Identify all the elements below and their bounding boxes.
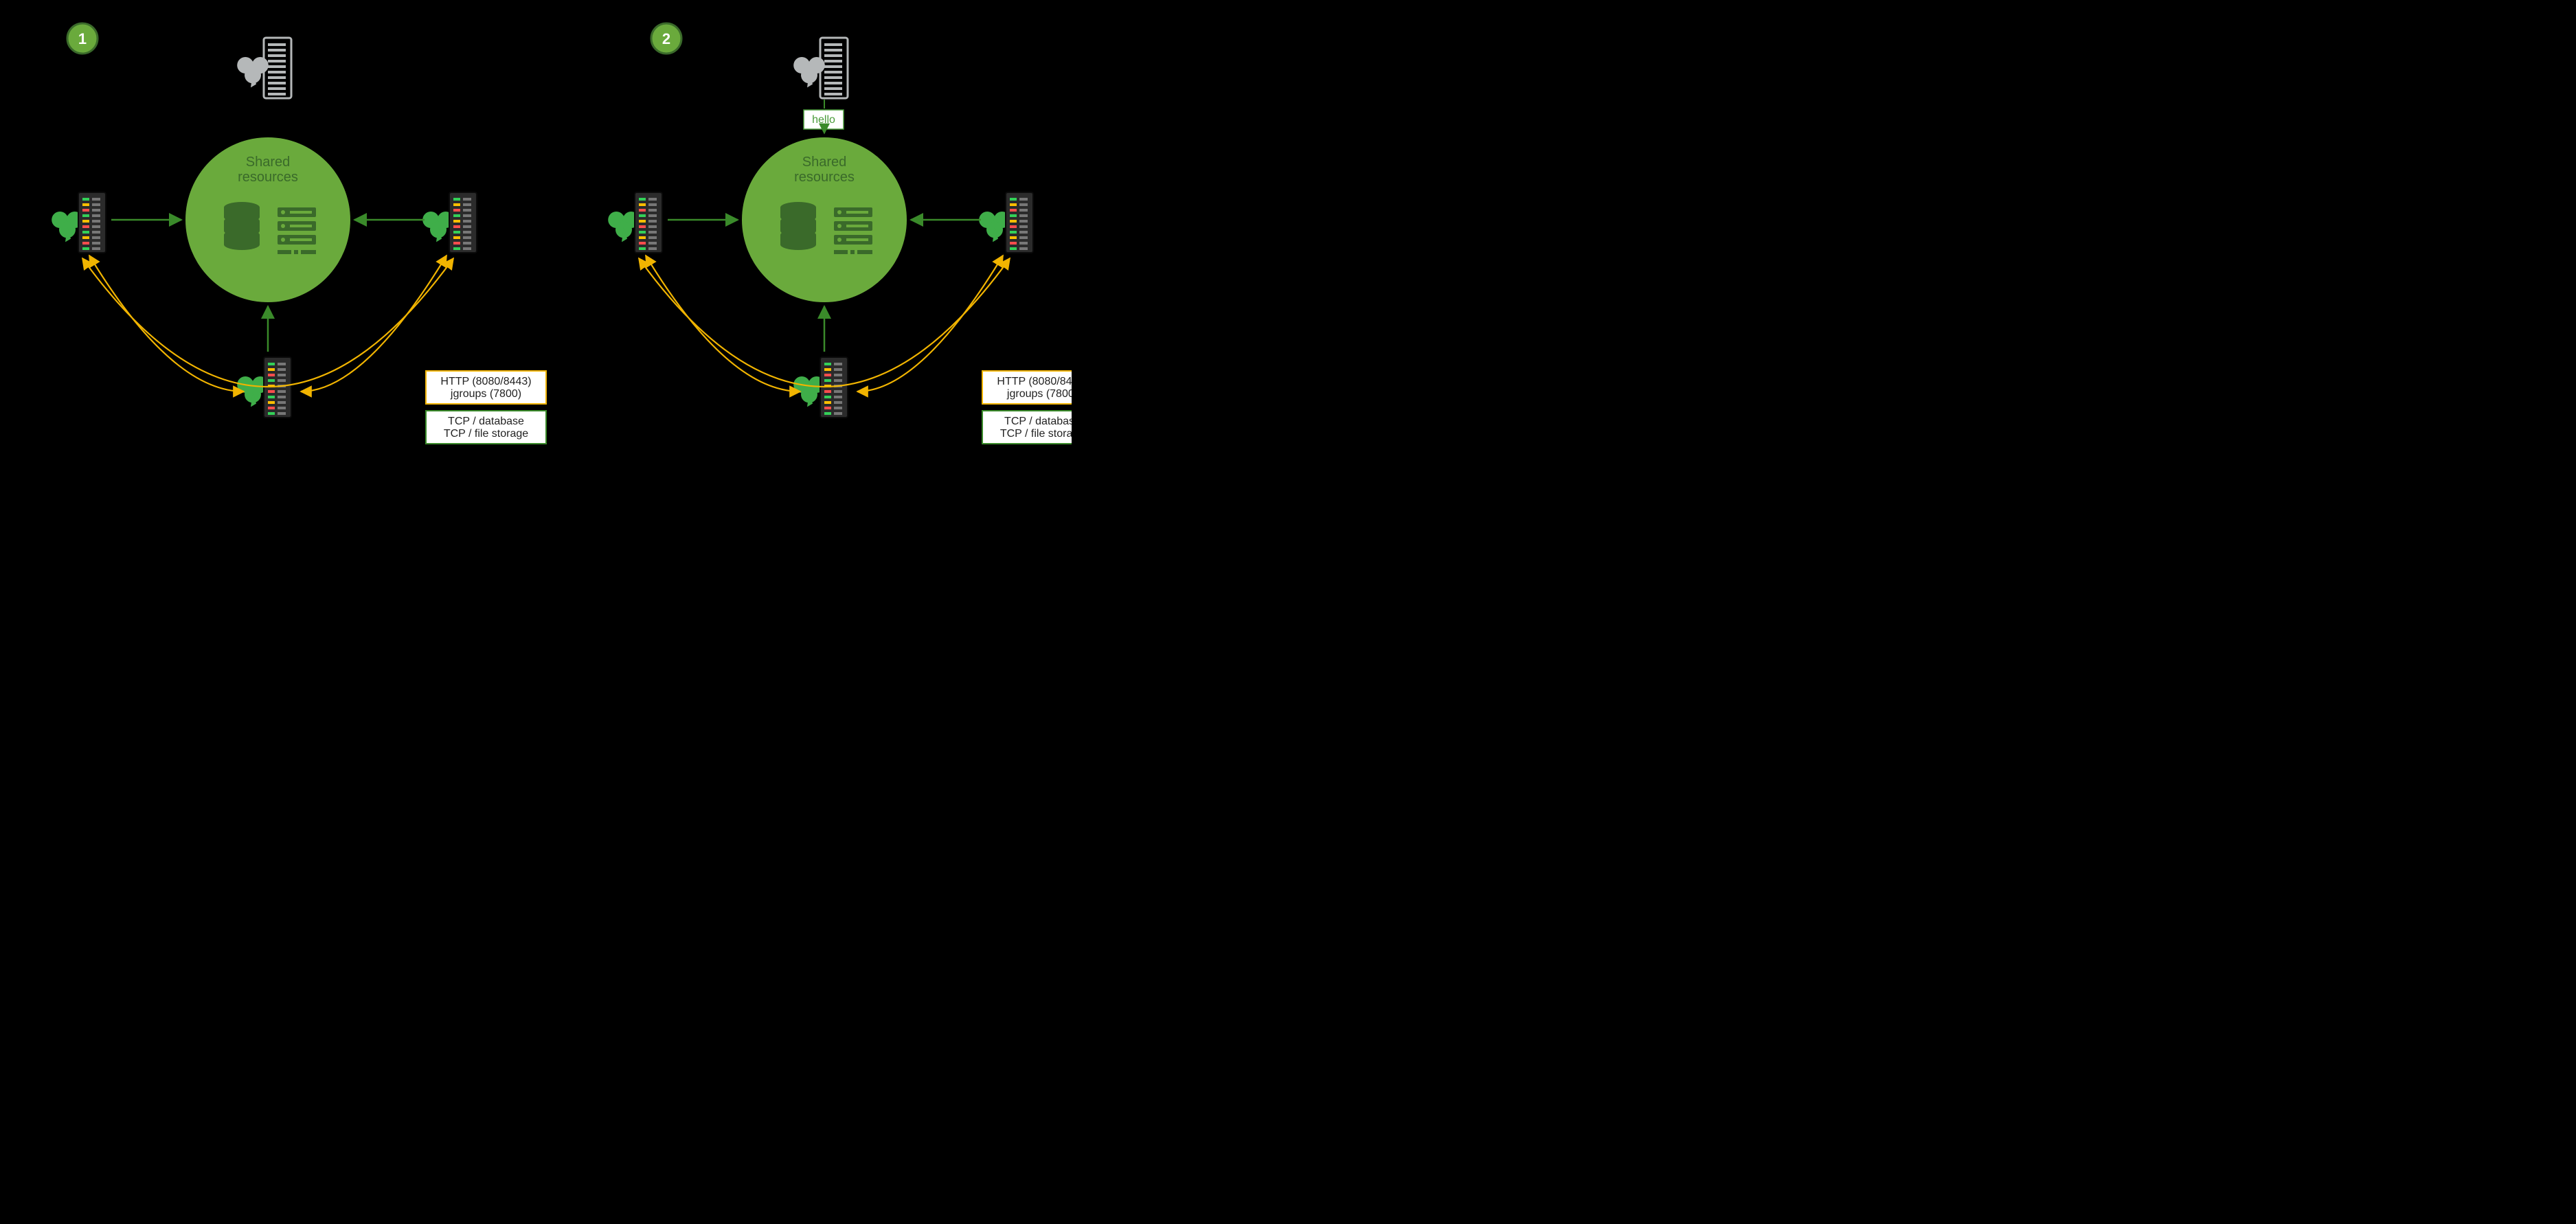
svg-text:TCP / file storage: TCP / file storage: [444, 428, 528, 440]
hello-label: hello: [812, 114, 835, 126]
shared-resources-label: Shared: [802, 155, 847, 170]
svg-text:HTTP (8080/8443): HTTP (8080/8443): [997, 376, 1072, 387]
svg-text:resources: resources: [238, 170, 298, 185]
step-number: 2: [662, 30, 670, 47]
svg-text:jgroups (7800): jgroups (7800): [450, 388, 521, 400]
svg-text:HTTP (8080/8443): HTTP (8080/8443): [440, 376, 531, 387]
svg-text:TCP / database: TCP / database: [448, 416, 524, 427]
shared-resources-label: Shared: [246, 155, 291, 170]
svg-text:jgroups (7800): jgroups (7800): [1006, 388, 1072, 400]
step-number: 1: [78, 30, 87, 47]
svg-text:TCP / database: TCP / database: [1004, 416, 1072, 427]
svg-text:TCP / file storage: TCP / file storage: [1000, 428, 1072, 440]
svg-text:resources: resources: [794, 170, 855, 185]
